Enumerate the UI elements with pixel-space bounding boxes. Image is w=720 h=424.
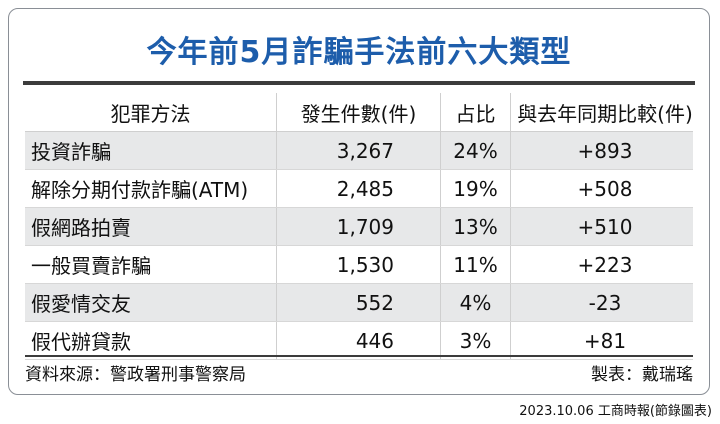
share-cell: 24% <box>441 132 511 169</box>
count-cell: 3,267 <box>277 132 441 169</box>
maker-note: 製表：戴瑞瑤 <box>591 364 693 385</box>
change-cell: -23 <box>588 290 622 315</box>
method-cell: 投資詐騙 <box>25 132 277 169</box>
table-row: 假代辦貸款 446 3% +81 <box>25 322 693 360</box>
header-count: 發生件數(件) <box>277 93 441 131</box>
change-cell: +893 <box>577 138 633 163</box>
table-row: 一般買賣詐騙 1,530 11% +223 <box>25 246 693 284</box>
method-cell: 假代辦貸款 <box>25 322 277 359</box>
page-title: 今年前5月詐騙手法前六大類型 <box>146 35 572 70</box>
change-cell: +223 <box>577 252 633 277</box>
change-cell: +508 <box>577 176 633 201</box>
table-row: 假網路拍賣 1,709 13% +510 <box>25 208 693 246</box>
header-method: 犯罪方法 <box>25 93 277 131</box>
count-cell: 446 <box>277 322 441 359</box>
count-cell: 2,485 <box>277 170 441 207</box>
share-cell: 19% <box>441 170 511 207</box>
change-cell: +81 <box>583 328 627 353</box>
count-cell: 1,709 <box>277 208 441 245</box>
info-card: 今年前5月詐騙手法前六大類型 犯罪方法 發生件數(件) 占比 與去年同期比較(件… <box>8 8 710 395</box>
title-divider <box>23 81 695 85</box>
method-cell: 假愛情交友 <box>25 284 277 321</box>
table-row: 解除分期付款詐騙(ATM) 2,485 19% +508 <box>25 170 693 208</box>
table-footer: 資料來源：警政署刑事警察局 製表：戴瑞瑤 <box>25 355 693 387</box>
publication-credit: 2023.10.06 工商時報(節錄圖表) <box>519 404 712 419</box>
method-cell: 解除分期付款詐騙(ATM) <box>25 170 277 207</box>
source-note: 資料來源：警政署刑事警察局 <box>25 364 246 385</box>
table-row: 投資詐騙 3,267 24% +893 <box>25 132 693 170</box>
change-cell: +510 <box>577 214 633 239</box>
method-cell: 假網路拍賣 <box>25 208 277 245</box>
header-share: 占比 <box>441 93 511 131</box>
share-cell: 11% <box>441 246 511 283</box>
data-table: 犯罪方法 發生件數(件) 占比 與去年同期比較(件) 投資詐騙 3,267 24… <box>25 93 693 360</box>
count-cell: 552 <box>277 284 441 321</box>
share-cell: 13% <box>441 208 511 245</box>
share-cell: 4% <box>441 284 511 321</box>
share-cell: 3% <box>441 322 511 359</box>
header-change: 與去年同期比較(件) <box>517 101 693 126</box>
table-row: 假愛情交友 552 4% -23 <box>25 284 693 322</box>
method-cell: 一般買賣詐騙 <box>25 246 277 283</box>
count-cell: 1,530 <box>277 246 441 283</box>
table-header-row: 犯罪方法 發生件數(件) 占比 與去年同期比較(件) <box>25 93 693 132</box>
